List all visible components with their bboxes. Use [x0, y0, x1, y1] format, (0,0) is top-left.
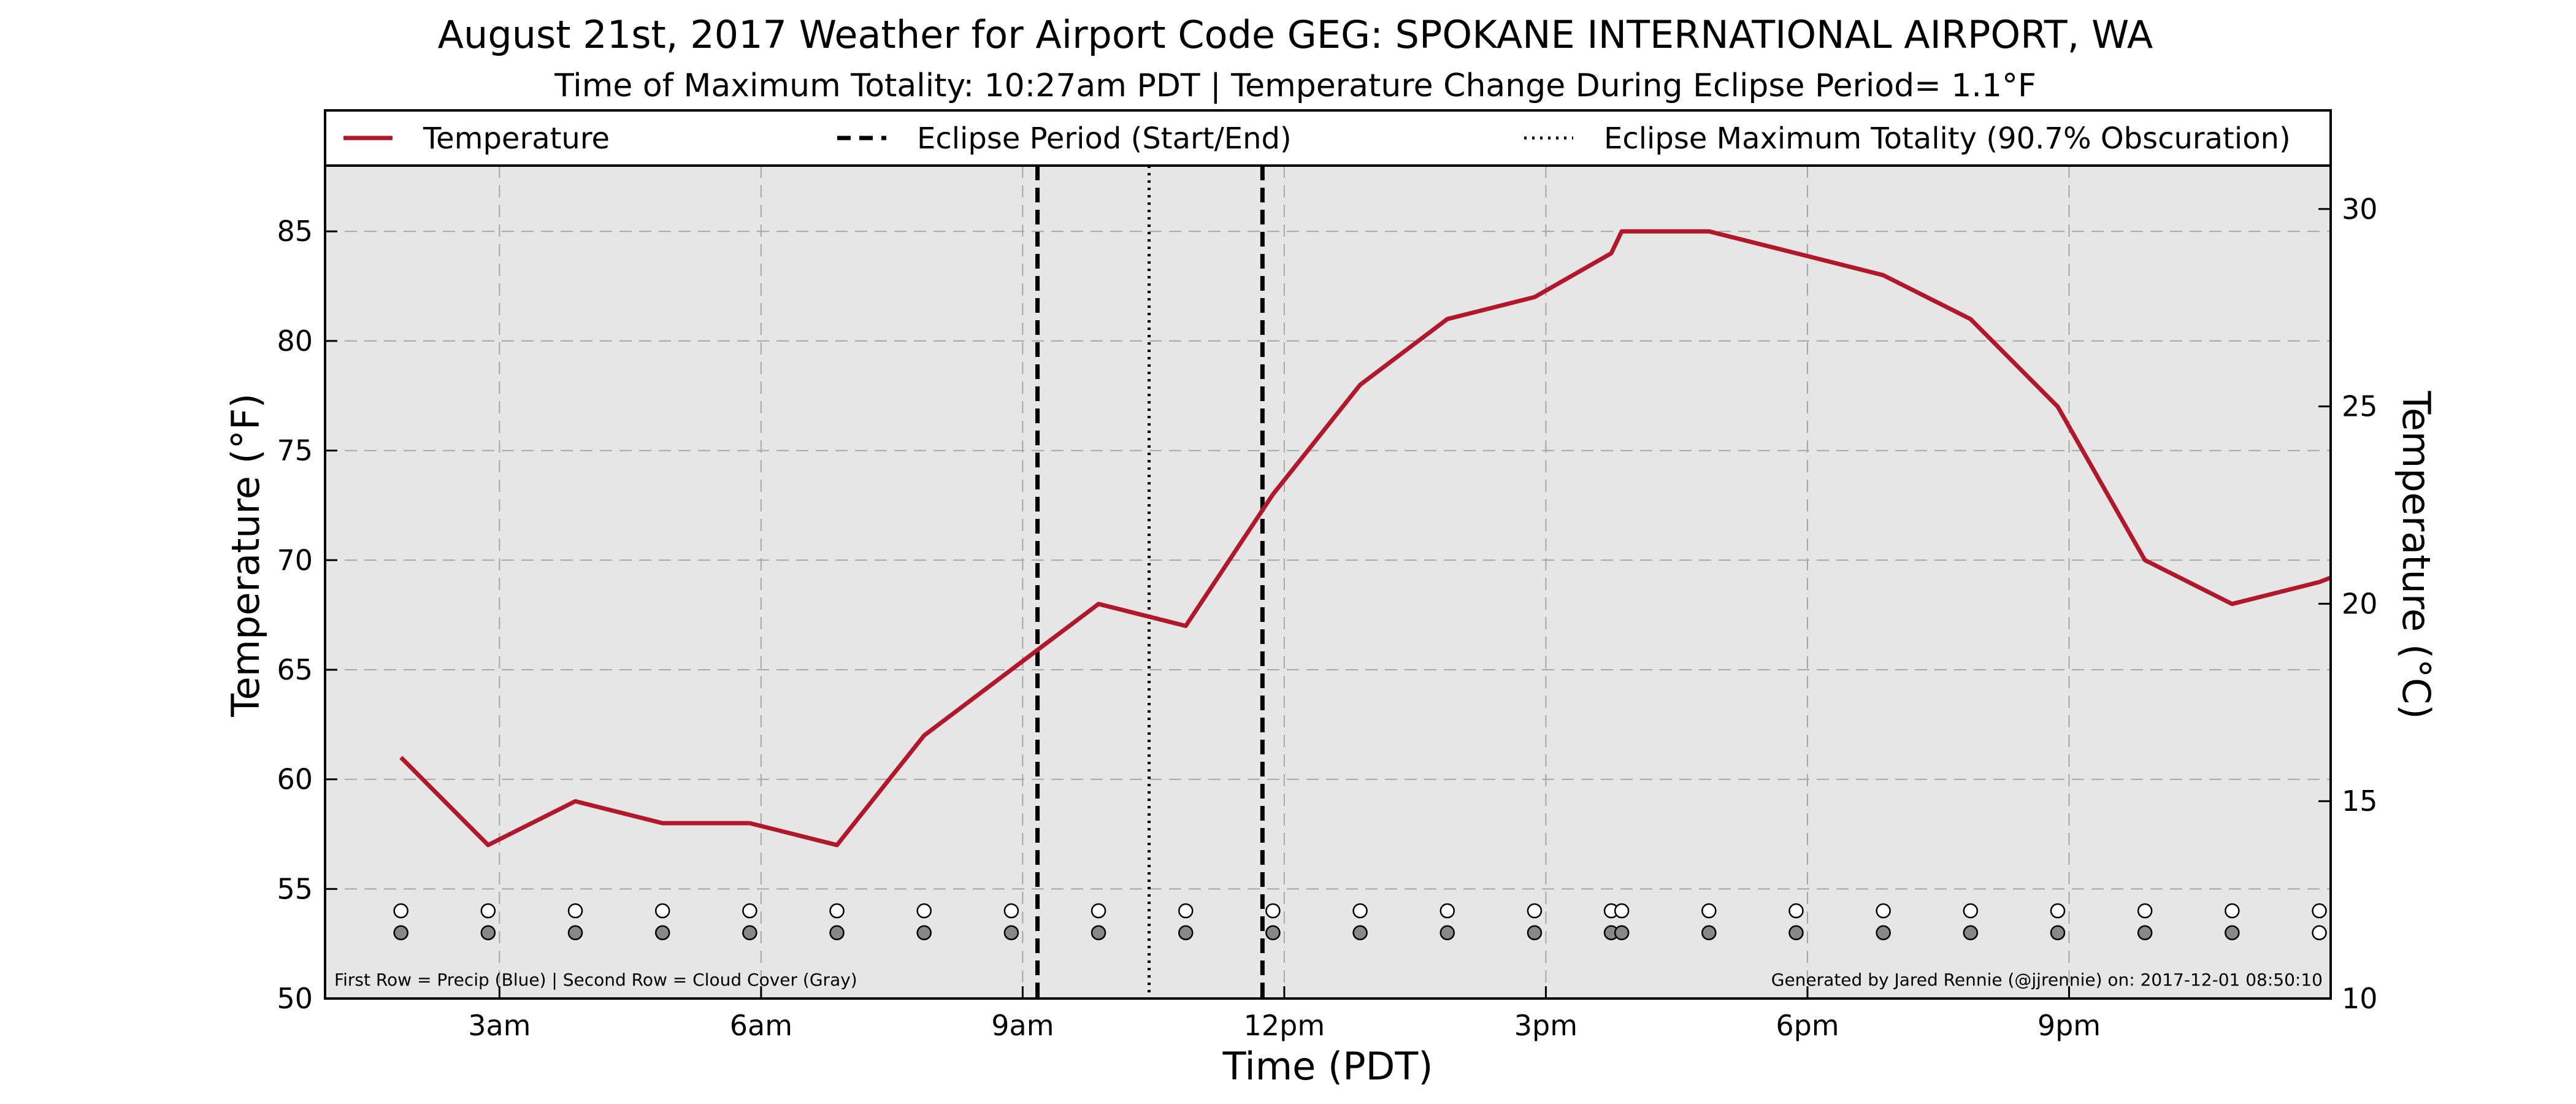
x-tick-label: 6pm: [1776, 1009, 1839, 1042]
cloud-cover-marker: [1963, 925, 1979, 941]
cloud-cover-marker: [1265, 925, 1281, 941]
cloud-cover-marker: [1178, 925, 1194, 941]
precip-marker: [1003, 903, 1019, 919]
x-tick-label: 9am: [991, 1009, 1054, 1042]
y-tick-label: 50: [277, 982, 313, 1015]
precip-marker: [1265, 903, 1281, 919]
cloud-cover-marker: [1876, 925, 1891, 941]
precip-marker: [1352, 903, 1368, 919]
precip-marker: [742, 903, 757, 919]
axis-ticks: 50 55 60 65 70 75 80 85 10 15 20 25 30 3am 6am 9am 12pm 3…: [277, 193, 2377, 1042]
y-axis-label: Temperature (°F): [223, 393, 268, 717]
precip-marker: [1091, 903, 1106, 919]
cloud-cover-marker: [2225, 925, 2240, 941]
precip-marker: [1701, 903, 1717, 919]
legend: Temperature Eclipse Period (Start/End) Ecl…: [343, 121, 2291, 156]
y2-tick-label: 20: [2342, 587, 2378, 620]
precip-marker: [654, 903, 670, 919]
plot-area: [325, 166, 2331, 999]
chart-title: August 21st, 2017 Weather for Airport Co…: [438, 12, 2153, 57]
precip-cloud-markers: [393, 903, 2327, 941]
plot-frame: [324, 109, 2332, 1000]
y-tick-label: 60: [277, 763, 313, 796]
y-tick-label: 75: [277, 434, 313, 467]
chart-subtitle: Time of Maximum Totality: 10:27am PDT | …: [554, 67, 2036, 104]
x-axis-label: Time (PDT): [1222, 1044, 1433, 1089]
x-tick-label: 3am: [468, 1009, 531, 1042]
cloud-cover-marker: [1527, 925, 1543, 941]
footnote-left: First Row = Precip (Blue) | Second Row =…: [334, 970, 857, 990]
precip-marker: [2050, 903, 2066, 919]
precip-marker: [916, 903, 932, 919]
x-tick-label: 12pm: [1244, 1009, 1325, 1042]
y-tick-label: 85: [277, 215, 313, 248]
cloud-cover-marker: [393, 925, 408, 941]
cloud-cover-marker: [567, 925, 583, 941]
eclipse-lines: [1035, 166, 1265, 999]
precip-marker: [1614, 903, 1630, 919]
legend-label: Eclipse Maximum Totality (90.7% Obscurat…: [1604, 121, 2291, 156]
cloud-cover-marker: [1352, 925, 1368, 941]
cloud-cover-marker: [2312, 925, 2327, 941]
cloud-cover-marker: [480, 925, 496, 941]
grid: [325, 166, 2331, 999]
precip-marker: [1439, 903, 1455, 919]
precip-marker: [480, 903, 496, 919]
y-tick-label: 80: [277, 324, 313, 358]
cloud-cover-marker: [1091, 925, 1106, 941]
cloud-cover-marker: [916, 925, 932, 941]
precip-marker: [2312, 903, 2327, 919]
precip-marker: [1788, 903, 1804, 919]
precip-marker: [2137, 903, 2153, 919]
cloud-cover-marker: [829, 925, 845, 941]
cloud-cover-marker: [1614, 925, 1630, 941]
precip-marker: [1527, 903, 1543, 919]
cloud-cover-marker: [1439, 925, 1455, 941]
y-tick-label: 55: [277, 872, 313, 905]
temperature-series: [399, 229, 2332, 848]
precip-marker: [393, 903, 408, 919]
footnote-right: Generated by Jared Rennie (@jjrennie) on…: [1771, 970, 2323, 990]
precip-marker: [1876, 903, 1891, 919]
cloud-cover-marker: [1701, 925, 1717, 941]
y-tick-label: 70: [277, 543, 313, 577]
cloud-cover-marker: [654, 925, 670, 941]
cloud-cover-marker: [1788, 925, 1804, 941]
precip-marker: [567, 903, 583, 919]
precip-marker: [1178, 903, 1194, 919]
y-tick-label: 65: [277, 653, 313, 686]
precip-marker: [2225, 903, 2240, 919]
y2-tick-label: 15: [2342, 784, 2378, 818]
y2-tick-label: 30: [2342, 193, 2378, 226]
x-tick-label: 6am: [730, 1009, 792, 1042]
y2-axis-label: Temperature (°C): [2394, 390, 2439, 719]
y2-tick-label: 10: [2342, 982, 2378, 1015]
y2-tick-label: 25: [2342, 390, 2378, 423]
legend-label: Eclipse Period (Start/End): [917, 121, 1292, 156]
cloud-cover-marker: [742, 925, 757, 941]
x-tick-label: 3pm: [1514, 1009, 1577, 1042]
cloud-cover-marker: [2050, 925, 2066, 941]
cloud-cover-marker: [2137, 925, 2153, 941]
x-tick-label: 9pm: [2037, 1009, 2101, 1042]
temperature-line: [399, 229, 2332, 848]
cloud-cover-marker: [1003, 925, 1019, 941]
precip-marker: [1963, 903, 1979, 919]
precip-marker: [829, 903, 845, 919]
legend-label: Temperature: [423, 121, 610, 156]
